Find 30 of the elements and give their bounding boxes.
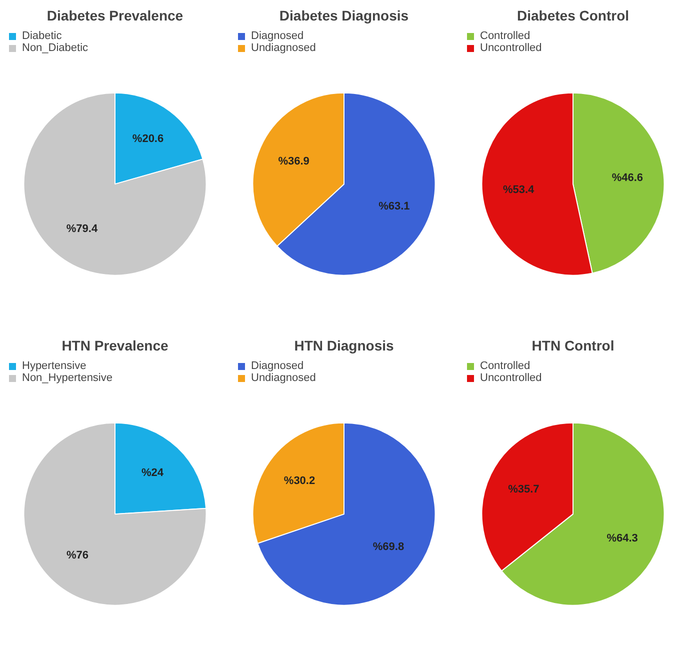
legend-label: Hypertensive <box>22 360 86 372</box>
chart-title: Diabetes Diagnosis <box>279 8 409 24</box>
legend-label: Controlled <box>480 360 530 372</box>
chart-title: HTN Control <box>532 338 614 354</box>
data-label: %79.4 <box>66 223 98 236</box>
data-label: %30.2 <box>284 475 316 488</box>
data-label: %36.9 <box>278 155 310 168</box>
legend-label: Undiagnosed <box>251 42 316 54</box>
data-label: %24 <box>141 466 164 479</box>
legend-label: Diagnosed <box>251 30 304 42</box>
legend-label: Controlled <box>480 30 530 42</box>
legend-label: Uncontrolled <box>480 42 542 54</box>
legend-label: Diagnosed <box>251 360 304 372</box>
chart-title: HTN Diagnosis <box>294 338 394 354</box>
data-label: %64.3 <box>606 532 638 545</box>
data-label: %46.6 <box>612 172 644 184</box>
chart-title: Diabetes Control <box>516 8 630 24</box>
chart-title: HTN Prevalence <box>62 338 169 354</box>
data-label: %20.6 <box>132 132 164 145</box>
data-label: %76 <box>66 549 89 562</box>
data-label: %63.1 <box>378 200 410 213</box>
legend-label: Undiagnosed <box>251 372 316 384</box>
legend-label: Uncontrolled <box>480 372 542 384</box>
chart-title: Diabetes Prevalence <box>46 8 184 24</box>
data-label: %35.7 <box>508 484 540 496</box>
legend-label: Non_Diabetic <box>22 42 88 54</box>
data-label: %69.8 <box>372 541 404 554</box>
data-label: %53.4 <box>502 184 536 196</box>
legend-label: Diabetic <box>22 30 62 42</box>
legend-label: Non_Hypertensive <box>22 372 112 384</box>
